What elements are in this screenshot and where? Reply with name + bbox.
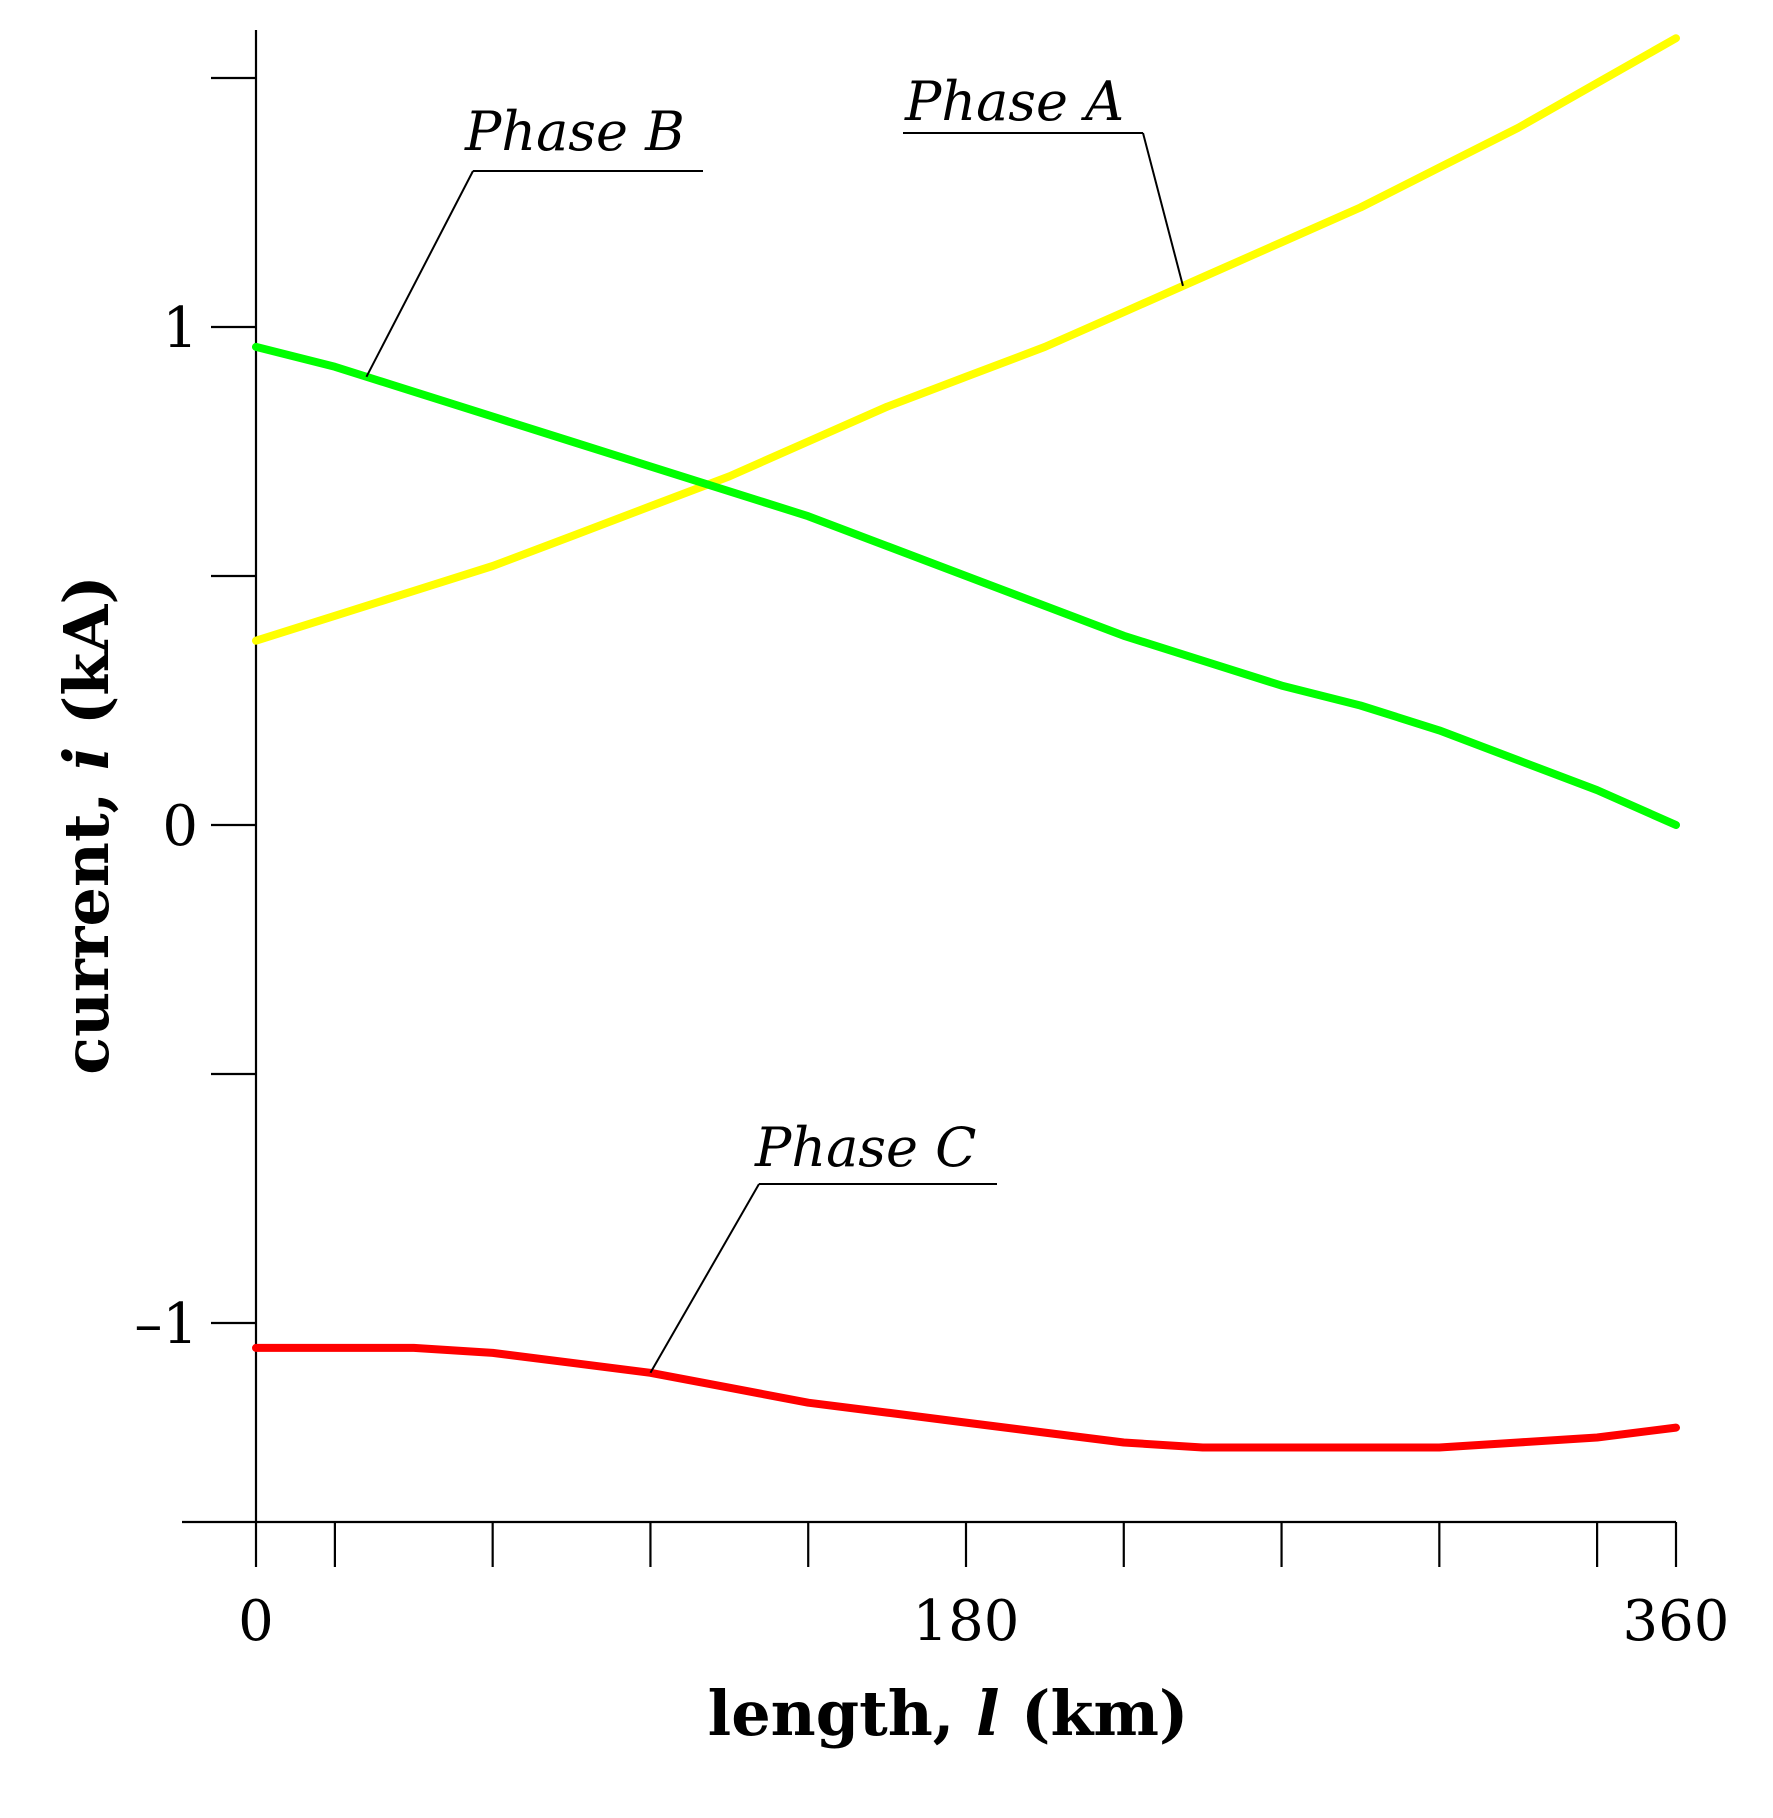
label-phase-a: Phase A	[904, 70, 1124, 133]
label-phase-c: Phase C	[754, 1116, 976, 1179]
x-axis-title-prefix: length,	[708, 1677, 976, 1750]
series-line-phase-c	[252, 1343, 1680, 1452]
label-phase-b: Phase B	[464, 100, 685, 163]
x-ticks: 0 180 360	[238, 1522, 1729, 1654]
x-axis-title: length, l (km)	[708, 1677, 1189, 1750]
y-tick-label: 1	[162, 296, 198, 361]
y-axis-title-suffix: (kA)	[50, 575, 123, 746]
y-axis-title: current, i (kA)	[50, 575, 123, 1074]
y-ticks: 1 0 –1	[134, 76, 256, 1357]
leader-line-phase-a	[1142, 132, 1184, 287]
y-tick-label: 0	[162, 794, 198, 859]
x-tick-label: 0	[238, 1589, 274, 1654]
leader-line-phase-b	[365, 170, 474, 378]
x-tick-label: 360	[1623, 1589, 1730, 1654]
y-tick-label: –1	[134, 1292, 198, 1357]
y-axis-title-var: i	[50, 747, 123, 771]
leader-line-phase-c	[649, 1183, 760, 1374]
y-axis-title-prefix: current,	[50, 770, 123, 1075]
series-line-phase-a	[252, 34, 1680, 645]
series-line-phase-b	[252, 342, 1680, 829]
annotation-group: Phase A Phase B Phase C	[365, 70, 1184, 1374]
series-group	[252, 34, 1680, 1452]
axes	[182, 30, 1676, 1524]
x-axis-title-var: l	[976, 1677, 1000, 1750]
x-tick-label: 180	[913, 1589, 1020, 1654]
x-axis-title-suffix: (km)	[1000, 1677, 1189, 1750]
